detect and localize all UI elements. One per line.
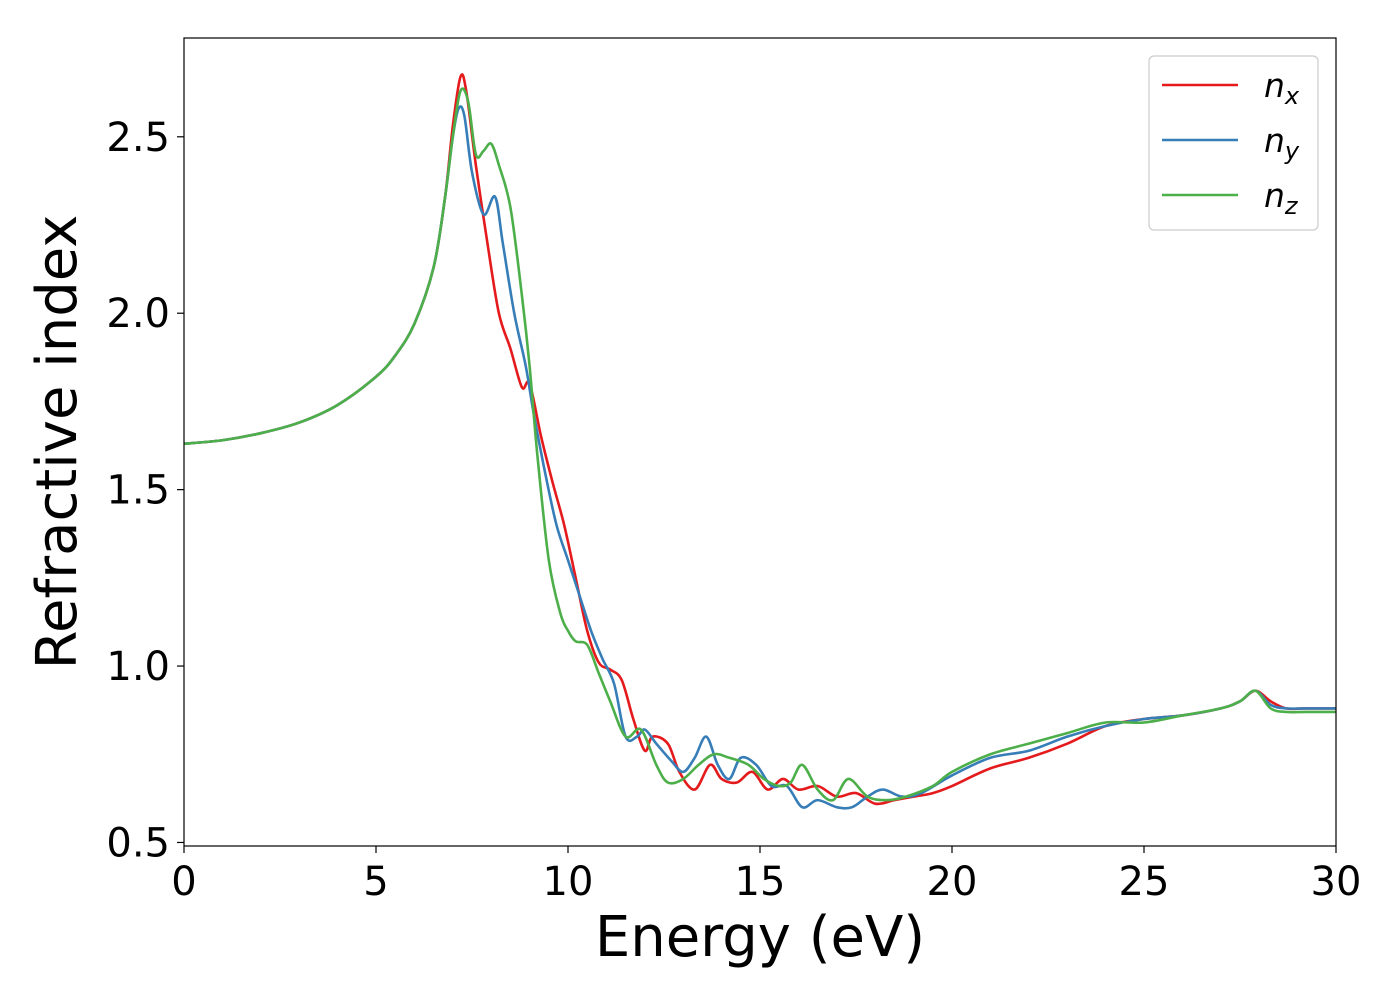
x-tick-label: 30 [1311, 859, 1362, 905]
legend-box [1148, 55, 1319, 231]
x-tick-label: 15 [735, 859, 786, 905]
y-axis: 0.5 1.0 1.5 2.0 2.5 [106, 115, 184, 866]
legend-label-z: nz [1264, 176, 1299, 220]
x-axis: 0 5 10 15 20 25 30 [171, 846, 1361, 905]
y-tick-label: 2.0 [106, 291, 170, 337]
series-line-z [183, 87, 1336, 802]
y-axis-title: Refractive index [25, 215, 90, 670]
series-line-x [183, 73, 1336, 806]
y-tick-label: 2.5 [106, 115, 170, 161]
legend-label-y: ny [1264, 121, 1300, 165]
x-tick-label: 20 [927, 859, 978, 905]
x-tick-label: 10 [543, 859, 594, 905]
x-tick-label: 25 [1119, 859, 1170, 905]
x-tick-label: 5 [363, 859, 388, 905]
legend-label-x: nx [1264, 66, 1300, 110]
y-tick-label: 0.5 [106, 820, 170, 866]
series-layer [183, 73, 1336, 810]
legend: nx ny nz [1148, 55, 1319, 231]
x-tick-label: 0 [171, 859, 196, 905]
x-axis-title: Energy (eV) [595, 905, 925, 970]
y-tick-label: 1.0 [106, 644, 170, 690]
y-tick-label: 1.5 [106, 468, 170, 514]
